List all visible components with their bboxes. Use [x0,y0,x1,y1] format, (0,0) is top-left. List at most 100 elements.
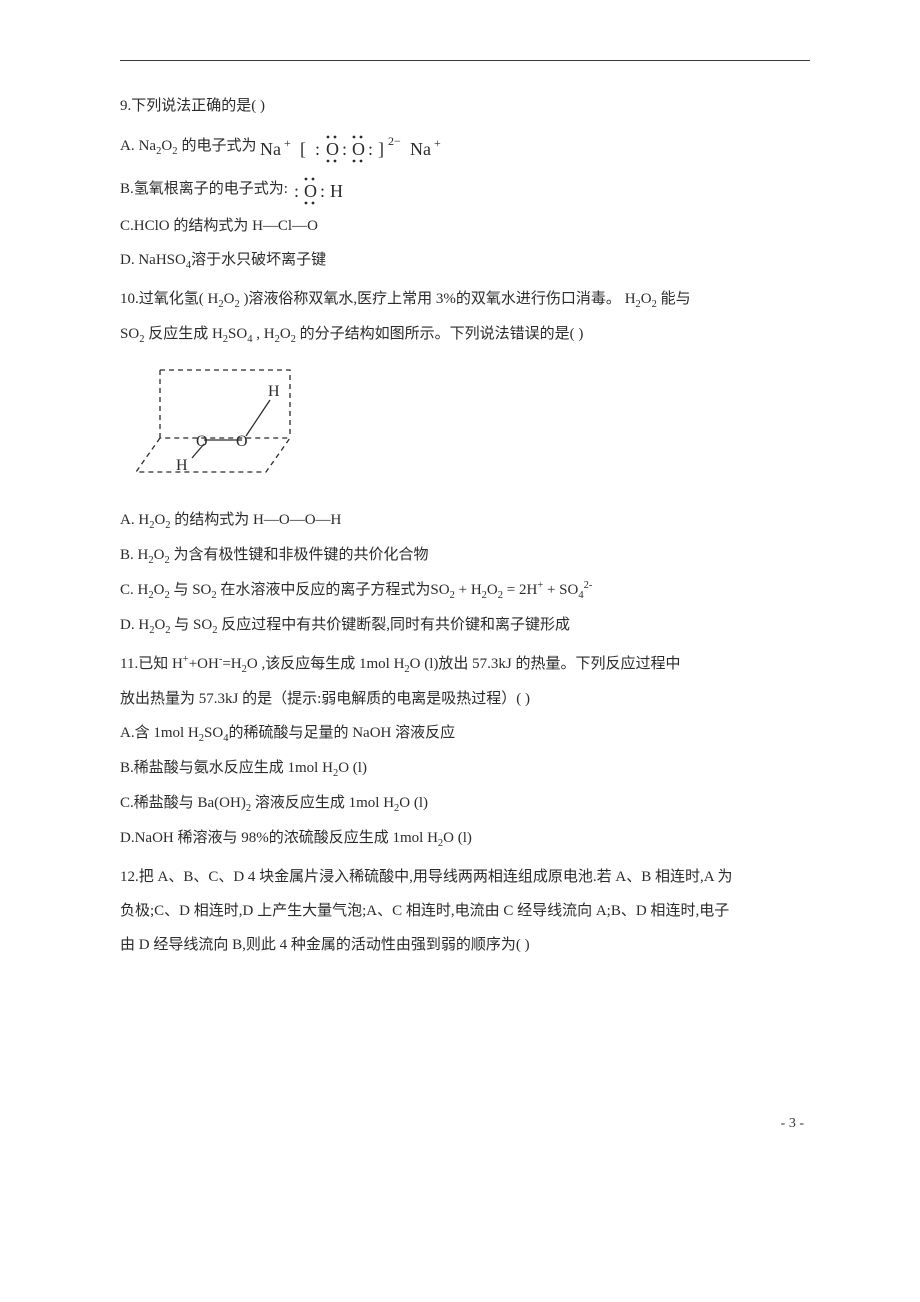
q10-s1b: )溶液俗称双氧水,医疗上常用 3%的双氧水进行伤口消毒。 [240,291,625,307]
h2o2-structure-diagram: H O O H [130,360,810,491]
q9d-suffix: 溶于水只破坏离子键 [191,252,326,268]
q11d-suffix: (l) [454,830,472,846]
top-rule [120,60,810,61]
q10-s2b: , [252,326,263,342]
exam-page: 9.下列说法正确的是( ) A. Na2O2 的电子式为 Na+ [ : O :… [0,0,920,1168]
q10a-prefix: A. [120,512,138,528]
q10-opt-b: B. H2O2 为含有极性键和非极件键的共价化合物 [120,540,810,571]
q11-opt-c: C.稀盐酸与 Ba(OH)2 溶液反应生成 1mol H2O (l) [120,788,810,819]
q11-stem: 11.已知 H++OH-=H2O ,该反应每生成 1mol H2O (l)放出 … [120,649,810,680]
oh-lewis-icon: : O : H [294,171,354,207]
q10b-prefix: B. [120,547,138,563]
q10b-suffix: 为含有极性键和非极件键的共价化合物 [170,547,429,563]
q12-p2: 负极;C、D 相连时,D 上产生大量气泡;A、C 相连时,电流由 C 经导线流向… [120,896,810,926]
q10d-f2: SO2 [193,617,217,633]
q12-p3: 由 D 经导线流向 B,则此 4 种金属的活动性由强到弱的顺序为( ) [120,930,810,960]
q10d-f1: H2O2 [138,617,170,633]
svg-text:]: ] [378,139,384,159]
q11-opt-d: D.NaOH 稀溶液与 98%的浓硫酸反应生成 1mol H2O (l) [120,823,810,854]
svg-text:+: + [284,136,291,150]
q9-opt-b: B.氢氧根离子的电子式为: : O : H [120,171,810,207]
svg-text:O: O [304,181,317,201]
q11a-suffix: 的稀硫酸与足量的 NaOH 溶液反应 [228,725,455,741]
q10-s2f1: SO2 [120,326,144,342]
q10c-f2: SO2 [192,582,216,598]
q10-s2a: 反应生成 [144,326,212,342]
svg-text:Na: Na [410,139,431,159]
q9d-f: NaHSO4 [138,252,191,268]
q11c-mid: 溶液反应生成 1mol [251,795,383,811]
q10-opt-c: C. H2O2 与 SO2 在水溶液中反应的离子方程式为SO2 + H2O2 =… [120,575,810,606]
q10c-prefix: C. [120,582,138,598]
q11a-prefix: A.含 1mol [120,725,188,741]
svg-text:H: H [268,383,280,400]
svg-text:O: O [352,139,365,159]
svg-text:O: O [196,433,208,450]
q11c-f: Ba(OH)2 [198,795,252,811]
svg-text:Na: Na [260,139,281,159]
q10-stem: 10.过氧化氢( H2O2 )溶液俗称双氧水,医疗上常用 3%的双氧水进行伤口消… [120,284,810,315]
svg-text:H: H [176,457,188,474]
q9-opt-a: A. Na2O2 的电子式为 Na+ [ : O : O : ] 2− Na+ [120,125,810,167]
na2o2-lewis-icon: Na+ [ : O : O : ] 2− Na+ [260,125,460,167]
svg-text::: : [315,139,320,159]
q11-opt-b: B.稀盐酸与氨水反应生成 1mol H2O (l) [120,753,810,784]
q10a-f: H2O2 [138,512,170,528]
q9d-prefix: D. [120,252,138,268]
q11-s1a: 11.已知 [120,656,172,672]
q11-s1b: ,该反应每生成 1mol [258,656,394,672]
q10-s1a: 10.过氧化氢( [120,291,208,307]
q10a-suffix: 的结构式为 H—O—O—H [171,512,342,528]
q10c-f1: H2O2 [138,582,170,598]
q10c-eq: SO2 + H2O2 = 2H+ + SO42- [430,582,592,598]
q11-opt-a: A.含 1mol H2SO4的稀硫酸与足量的 NaOH 溶液反应 [120,718,810,749]
q10d-m1: 与 [171,617,194,633]
svg-text::: : [368,139,373,159]
q11c-f2: H2O [383,795,410,811]
q10-opt-d: D. H2O2 与 SO2 反应过程中有共价键断裂,同时有共价键和离子键形成 [120,610,810,641]
q10b-f: H2O2 [138,547,170,563]
q11b-f: H2O [322,760,349,776]
q9-stem: 9.下列说法正确的是( ) [120,91,810,121]
q10-s1f2: H2O2 [625,291,657,307]
q10-s2f2: H2SO4 [212,326,253,342]
svg-text:O: O [236,433,248,450]
q11a-f: H2SO4 [188,725,229,741]
q9-opt-c: C.HClO 的结构式为 H—Cl—O [120,211,810,241]
q10-s2f3: H2O2 [264,326,296,342]
svg-text::: : [320,181,325,201]
q11-s1eq: H++OH-=H2O [172,656,258,672]
q11-s1f1: H2O [394,656,421,672]
q9-opt-d: D. NaHSO4溶于水只破坏离子键 [120,245,810,276]
svg-text:2−: 2− [388,134,401,148]
svg-text:H: H [330,181,343,201]
q10c-m2: 在水溶液中反应的离子方程式为 [217,582,431,598]
svg-text:+: + [434,136,441,150]
q9a-prefix: A. [120,131,135,161]
q11d-prefix: D.NaOH 稀溶液与 98%的浓硫酸反应生成 1mol [120,830,427,846]
q9b-prefix: B.氢氧根离子的电子式为: [120,174,288,204]
q10c-m1: 与 [170,582,193,598]
q10d-prefix: D. [120,617,138,633]
svg-text::: : [294,181,299,201]
q10d-suffix: 反应过程中有共价键断裂,同时有共价键和离子键形成 [217,617,570,633]
q9a-f: Na2O2 [139,131,178,162]
q10-opt-a: A. H2O2 的结构式为 H—O—O—H [120,505,810,536]
q12-p1: 12.把 A、B、C、D 4 块金属片浸入稀硫酸中,用导线两两相连组成原电池.若… [120,862,810,892]
q11c-prefix: C.稀盐酸与 [120,795,198,811]
q10-s1c: 能与 [657,291,691,307]
svg-text:[: [ [300,139,306,159]
q10-s1f1: H2O2 [208,291,240,307]
q10-s2c: 的分子结构如图所示。下列说法错误的是( ) [296,326,584,342]
q10-stem-2: SO2 反应生成 H2SO4 , H2O2 的分子结构如图所示。下列说法错误的是… [120,319,810,350]
q11c-suffix: (l) [410,795,428,811]
svg-text::: : [342,139,347,159]
q11b-suffix: (l) [349,760,367,776]
page-number: - 3 - [120,1110,810,1138]
q9a-mid: 的电子式为 [181,131,256,161]
q11d-f: H2O [427,830,454,846]
svg-text:O: O [326,139,339,159]
q11-stem-2: 放出热量为 57.3kJ 的是（提示:弱电解质的电离是吸热过程）( ) [120,684,810,714]
q11b-prefix: B.稀盐酸与氨水反应生成 1mol [120,760,322,776]
q11-s1c: (l)放出 57.3kJ 的热量。下列反应过程中 [421,656,681,672]
